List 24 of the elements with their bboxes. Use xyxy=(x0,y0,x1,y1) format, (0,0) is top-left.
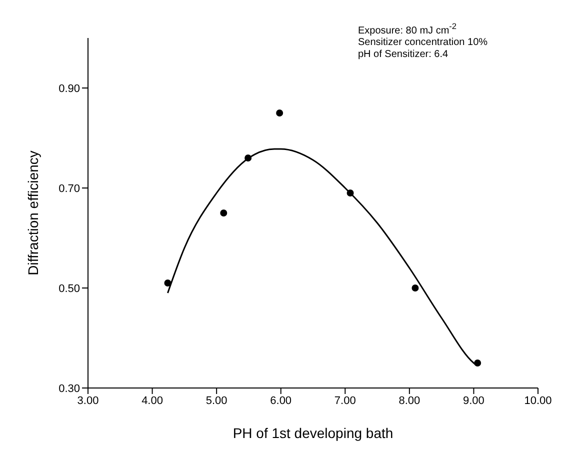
annotation: pH of Sensitizer: 6.4 xyxy=(358,49,450,62)
y-tick-label: 0.90 xyxy=(58,82,80,95)
x-axis-title: PH of 1st developing bath xyxy=(232,425,394,441)
point xyxy=(220,210,228,216)
point xyxy=(244,154,252,162)
x-tick-label: 9.00 xyxy=(463,394,484,407)
point xyxy=(412,284,419,292)
y-tick-label: 0.70 xyxy=(58,182,80,195)
point xyxy=(346,190,354,196)
y-tick-label: 0.50 xyxy=(58,282,80,295)
x-tick-label: 8.00 xyxy=(398,394,420,407)
y-axis-title: Diffraction efficiency xyxy=(24,150,41,276)
text: Exposure: 80 mJ cm$^{-2}$ xyxy=(358,20,458,38)
x-tick-label: 4.00 xyxy=(142,394,163,407)
point xyxy=(164,280,172,286)
annotation: Sensitizer concentration 10% xyxy=(358,37,488,50)
point xyxy=(474,360,482,366)
x-tick-label: 3.00 xyxy=(77,394,99,407)
point xyxy=(276,110,284,116)
x-tick-label: 5.00 xyxy=(206,394,228,407)
y-tick-label: 0.30 xyxy=(58,382,80,395)
x-tick-label: 7.00 xyxy=(334,394,356,407)
x-tick-label: 10.00 xyxy=(524,394,552,407)
x-tick-label: 6.00 xyxy=(270,394,292,407)
